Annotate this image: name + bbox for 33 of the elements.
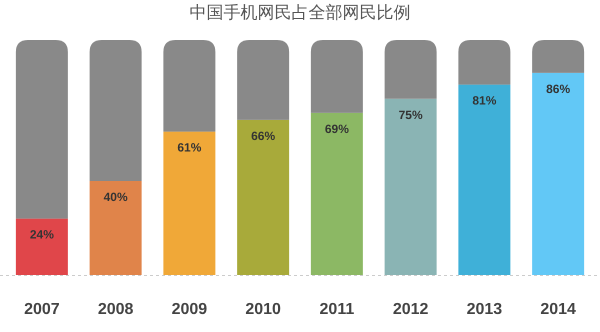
bar — [532, 40, 584, 73]
data-label: 75% — [398, 108, 423, 122]
bar — [16, 40, 68, 219]
bar — [90, 40, 142, 181]
x-tick-label: 2013 — [466, 301, 502, 318]
x-tick-label: 2011 — [320, 301, 354, 318]
bar — [532, 72, 584, 275]
bar — [163, 40, 216, 132]
bar — [384, 40, 437, 99]
bar — [90, 181, 142, 275]
bar — [163, 132, 216, 275]
chart-title: 中国手机网民占全部网民比例 — [190, 3, 410, 22]
data-label: 81% — [472, 94, 497, 108]
bar — [16, 218, 68, 275]
bar — [310, 40, 363, 113]
x-tick-label: 2008 — [98, 301, 134, 318]
bar — [458, 40, 510, 85]
data-label: 66% — [251, 128, 276, 143]
bar — [458, 84, 510, 275]
data-label: 40% — [104, 190, 128, 204]
x-tick-label: 2009 — [172, 301, 208, 318]
bar — [384, 98, 437, 275]
bar — [237, 120, 290, 275]
x-tick-label: 2012 — [392, 301, 429, 318]
data-label: 69% — [324, 122, 350, 136]
x-tick-label: 2010 — [245, 301, 282, 318]
data-label: 86% — [546, 82, 570, 96]
bar — [237, 40, 290, 120]
data-label: 24% — [30, 228, 54, 242]
x-tick-label: 2014 — [540, 301, 576, 318]
bar — [310, 112, 363, 275]
x-tick-label: 2007 — [24, 301, 60, 318]
data-label: 61% — [177, 140, 202, 155]
